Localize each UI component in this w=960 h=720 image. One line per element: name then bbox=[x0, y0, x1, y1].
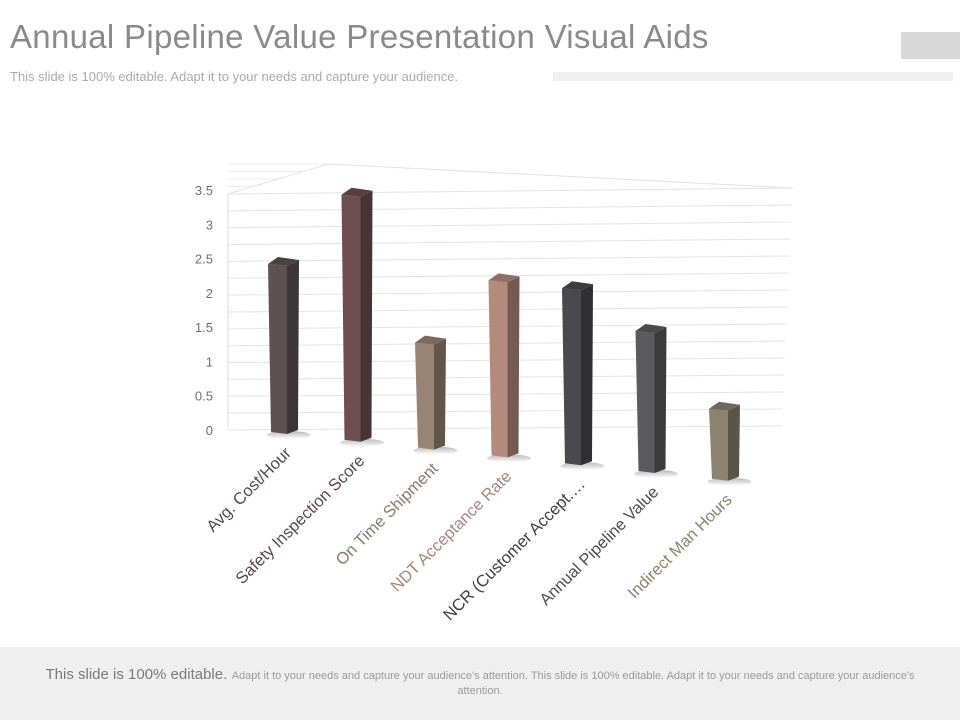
page-title: Annual Pipeline Value Presentation Visua… bbox=[10, 18, 709, 55]
y-tick-label: 0.5 bbox=[195, 389, 213, 404]
bar-top bbox=[268, 257, 299, 266]
bar bbox=[488, 280, 508, 458]
footer-lead: This slide is 100% editable. bbox=[45, 666, 228, 683]
bar-top bbox=[709, 401, 740, 411]
y-tick-label: 2 bbox=[206, 286, 213, 301]
bar-top bbox=[635, 324, 667, 333]
bar-shadow bbox=[560, 462, 605, 471]
footer: This slide is 100% editable. Adapt it to… bbox=[0, 647, 960, 720]
bar bbox=[415, 342, 434, 450]
bar-side bbox=[434, 338, 446, 450]
bar-top bbox=[562, 281, 593, 291]
y-tick-label: 3.5 bbox=[195, 183, 213, 198]
bar-shadow bbox=[707, 477, 752, 486]
bar-top bbox=[415, 335, 446, 345]
grid-line bbox=[227, 238, 791, 246]
grid-line bbox=[227, 204, 793, 212]
bar-shadow bbox=[487, 454, 531, 463]
y-tick-label: 0 bbox=[206, 423, 213, 438]
x-category-label: Avg. Cost/Hour bbox=[203, 444, 295, 536]
x-category-label: NCR (Customer Accept.… bbox=[440, 475, 589, 624]
y-tick-label: 1.5 bbox=[195, 320, 213, 335]
footer-body: Adapt it to your needs and capture your … bbox=[231, 670, 915, 697]
page-subtitle: This slide is 100% editable. Adapt it to… bbox=[10, 69, 459, 84]
bar bbox=[341, 194, 361, 442]
bar bbox=[635, 331, 655, 473]
y-tick-label: 3 bbox=[206, 217, 213, 232]
y-tick-label: 1 bbox=[206, 354, 213, 369]
bar-top bbox=[488, 273, 520, 283]
bar-side bbox=[360, 190, 373, 442]
y-axis-ticks: 0 0.5 1 1.5 2 2.5 3 3.5 bbox=[195, 183, 213, 438]
y-tick-label: 2.5 bbox=[195, 252, 213, 267]
bar bbox=[562, 288, 581, 466]
footer-text: This slide is 100% editable. Adapt it to… bbox=[30, 666, 930, 698]
bar-side bbox=[507, 276, 520, 458]
wall-edge bbox=[227, 163, 329, 195]
bar-top bbox=[341, 187, 373, 197]
grid-line bbox=[227, 221, 792, 229]
bar-shadow bbox=[340, 438, 384, 447]
bar-shadow bbox=[413, 446, 458, 455]
grid-line bbox=[227, 255, 790, 262]
chart-bars bbox=[266, 187, 752, 486]
bar-shadow bbox=[634, 470, 678, 478]
bar-shadow bbox=[266, 431, 311, 439]
corner-decoration bbox=[901, 32, 960, 59]
bar-side bbox=[287, 260, 299, 434]
header-strip bbox=[553, 72, 953, 81]
bar bbox=[709, 408, 728, 481]
bar-side bbox=[581, 284, 593, 466]
bar bbox=[268, 264, 287, 434]
bar-side bbox=[654, 327, 667, 473]
grid-line bbox=[227, 187, 794, 195]
wall-edge bbox=[327, 163, 794, 189]
bar-side bbox=[728, 404, 740, 481]
